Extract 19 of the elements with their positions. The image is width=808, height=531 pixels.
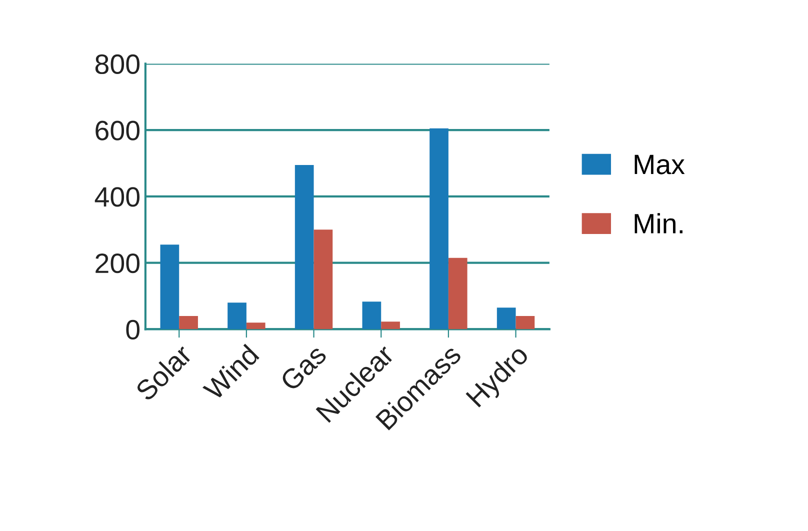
- bar: [314, 230, 333, 330]
- legend-label: Max: [634, 154, 685, 174]
- bar: [362, 302, 382, 330]
- y-tick-label: 600: [96, 120, 140, 140]
- bar: [448, 258, 468, 330]
- bar: [246, 322, 266, 330]
- y-tick-label: 400: [94, 187, 140, 207]
- y-tick-label: 200: [96, 254, 140, 274]
- y-tick-label: 800: [95, 54, 140, 74]
- bar: [228, 302, 246, 330]
- bar: [294, 164, 314, 330]
- legend-label: Min.: [634, 213, 682, 234]
- bar: [516, 316, 535, 330]
- y-tick-label: 0: [126, 320, 140, 340]
- bar: [179, 316, 198, 330]
- bar: [430, 128, 448, 330]
- bar: [496, 308, 516, 330]
- bar: [381, 322, 400, 330]
- bar: [160, 244, 180, 330]
